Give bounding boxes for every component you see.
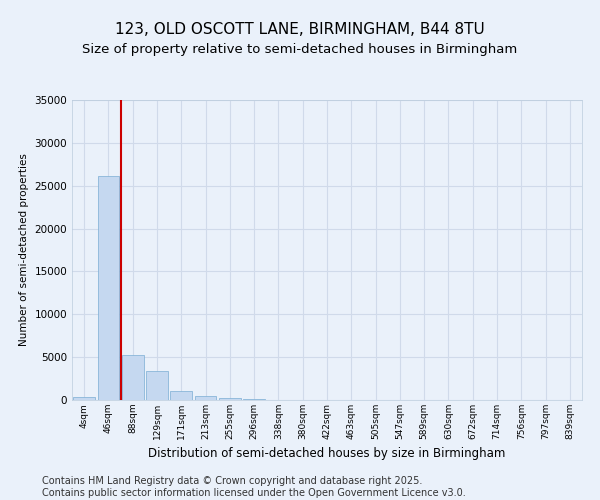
X-axis label: Distribution of semi-detached houses by size in Birmingham: Distribution of semi-detached houses by … [148,448,506,460]
Bar [122,356,143,400]
Text: 123, OLD OSCOTT LANE, BIRMINGHAM, B44 8TU: 123, OLD OSCOTT LANE, BIRMINGHAM, B44 8T… [115,22,485,38]
Bar [243,399,265,400]
Bar [170,390,192,400]
Bar [146,371,168,400]
Bar [97,176,119,400]
Text: Contains HM Land Registry data © Crown copyright and database right 2025.
Contai: Contains HM Land Registry data © Crown c… [42,476,466,498]
Y-axis label: Number of semi-detached properties: Number of semi-detached properties [19,154,29,346]
Bar [73,396,95,400]
Bar [194,396,217,400]
Text: Size of property relative to semi-detached houses in Birmingham: Size of property relative to semi-detach… [82,42,518,56]
Bar [219,398,241,400]
